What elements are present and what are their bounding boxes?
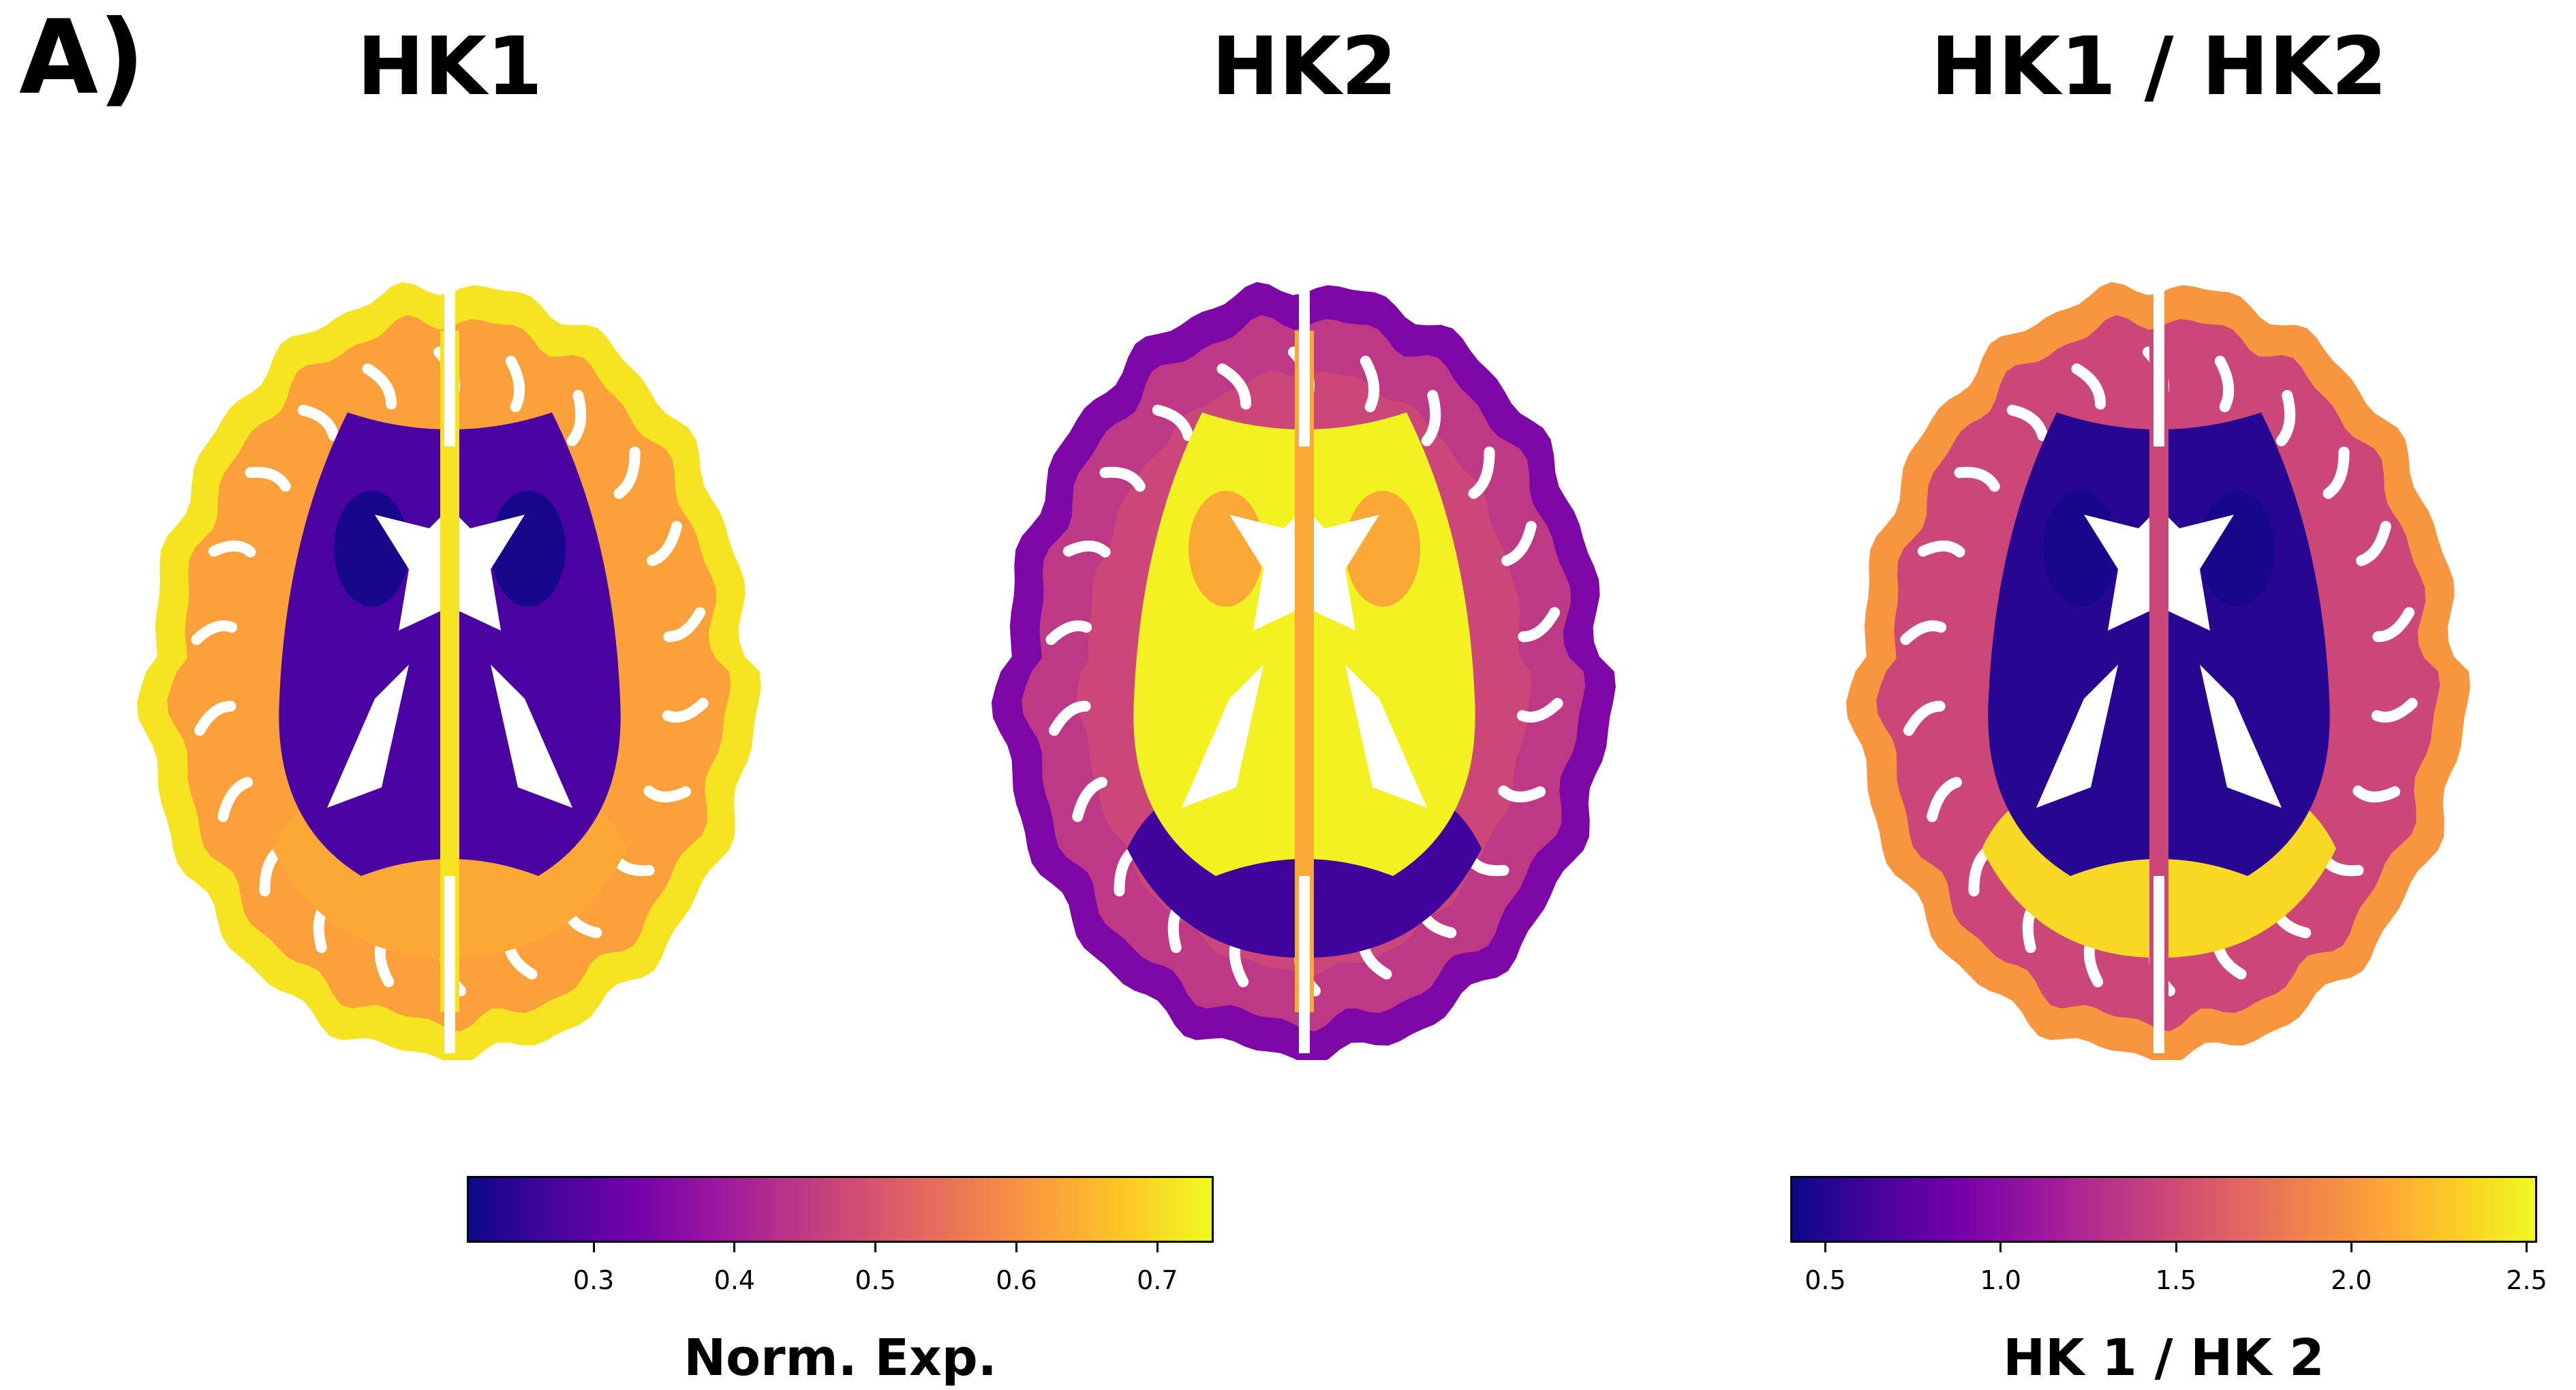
longitudinal-fissure-front xyxy=(444,290,455,447)
ventricle-left xyxy=(1182,665,1263,808)
longitudinal-fissure-front xyxy=(2153,290,2164,447)
colorbar-tick-mark xyxy=(1015,1243,1017,1252)
brain-map-hk2 xyxy=(991,282,1616,1060)
brain-title-hk1: HK1 xyxy=(356,19,543,113)
ventricle-left xyxy=(327,665,409,808)
panel-label: A) xyxy=(19,0,145,117)
colorbar-ratio-title: HK 1 / HK 2 xyxy=(2003,1329,2325,1387)
brain-map-hk1 xyxy=(136,282,761,1060)
colorbar-tick-label: 0.3 xyxy=(572,1265,615,1295)
colorbar-tick-mark xyxy=(874,1243,877,1252)
colorbar-tick-label: 0.6 xyxy=(996,1265,1037,1295)
colorbar-tick-mark xyxy=(592,1243,595,1252)
longitudinal-fissure-back xyxy=(444,876,455,1053)
longitudinal-fissure-back xyxy=(2153,876,2164,1053)
brain-title-hk2: HK2 xyxy=(1211,19,1398,113)
ventricle-left xyxy=(2036,665,2118,808)
colorbar-tick-mark xyxy=(1824,1243,1826,1252)
colorbar-tick-mark xyxy=(2175,1243,2177,1252)
longitudinal-fissure-front xyxy=(1299,290,1310,447)
colorbar-tick-label: 0.4 xyxy=(714,1265,756,1295)
colorbar-tick-label: 0.5 xyxy=(1805,1265,1846,1295)
ventricle-right xyxy=(491,665,572,808)
colorbar-tick-label: 0.5 xyxy=(855,1265,896,1295)
colorbar-tick-label: 2.5 xyxy=(2506,1265,2547,1295)
colorbar-norm-exp-ticks: 0.3 0.4 0.5 0.6 0.7 xyxy=(467,1243,1214,1297)
ventricle-right xyxy=(2200,665,2282,808)
colorbar-tick-label: 1.0 xyxy=(1980,1265,2021,1295)
brain-title-ratio: HK1 / HK2 xyxy=(1931,19,2387,113)
colorbar-tick-label: 1.5 xyxy=(2155,1265,2197,1295)
colorbar-tick-label: 0.7 xyxy=(1137,1265,1178,1295)
colorbar-tick-mark xyxy=(733,1243,736,1252)
longitudinal-fissure-back xyxy=(1299,876,1310,1053)
colorbar-norm-exp-title: Norm. Exp. xyxy=(684,1329,997,1387)
colorbar-tick-mark xyxy=(1999,1243,2002,1252)
brain-map-ratio xyxy=(1845,282,2470,1060)
colorbar-tick-mark xyxy=(2526,1243,2528,1252)
ventricle-right xyxy=(1345,665,1427,808)
colorbar-ratio xyxy=(1790,1176,2537,1243)
colorbar-norm-exp xyxy=(467,1176,1214,1243)
colorbar-tick-mark xyxy=(1156,1243,1159,1252)
colorbar-tick-mark xyxy=(2350,1243,2352,1252)
colorbar-ratio-ticks: 0.5 1.0 1.5 2.0 2.5 xyxy=(1790,1243,2547,1297)
colorbar-tick-label: 2.0 xyxy=(2331,1265,2372,1295)
